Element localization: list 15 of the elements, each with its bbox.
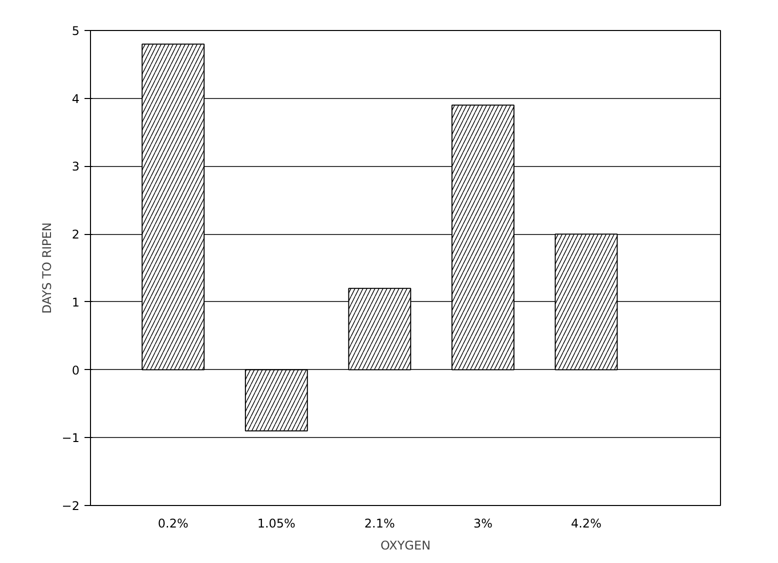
- y-tick-label: 2: [72, 228, 80, 242]
- y-tick-label: −1: [62, 431, 80, 446]
- x-tick-label: 1.05%: [257, 516, 296, 530]
- y-tick-label: 1: [72, 295, 80, 310]
- x-tick-label: 2.1%: [364, 516, 395, 530]
- y-tick-label: −2: [62, 499, 80, 513]
- x-tick-label: 4.2%: [570, 516, 602, 530]
- y-tick-label: 0: [72, 363, 80, 378]
- y-tick-label: 5: [72, 24, 80, 38]
- y-axis-title: DAYS TO RIPEN: [40, 222, 54, 314]
- x-tick-label: 3%: [473, 516, 492, 530]
- y-tick-label: 3: [72, 160, 80, 174]
- y-tick-label: 4: [72, 92, 80, 106]
- x-tick-label: 0.2%: [158, 516, 188, 530]
- x-axis-title: OXYGEN: [380, 538, 431, 552]
